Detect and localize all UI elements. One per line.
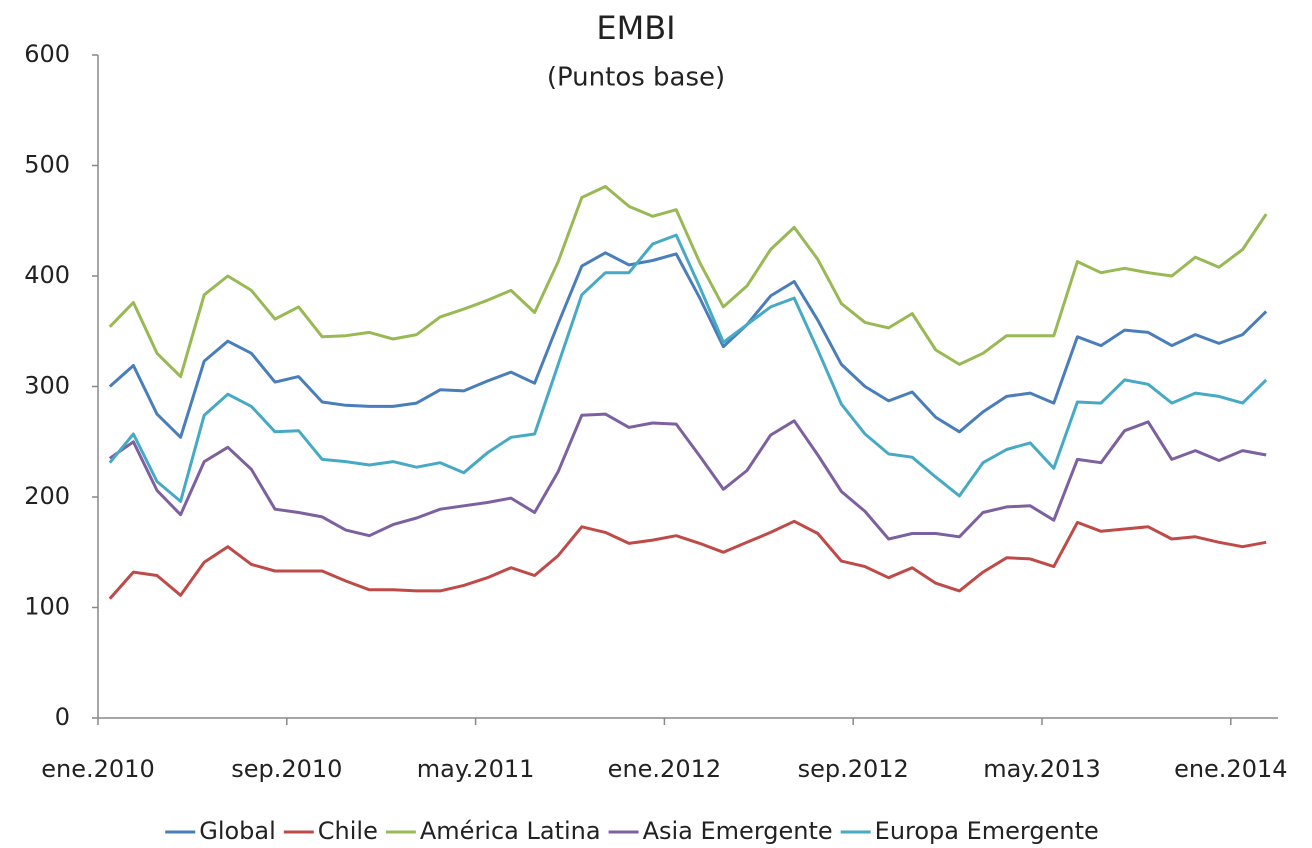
chart-title: EMBI — [596, 9, 675, 47]
x-tick-label: sep.2012 — [798, 755, 909, 783]
x-tick-label: may.2013 — [983, 755, 1101, 783]
legend-label: América Latina — [420, 817, 601, 845]
series-line — [108, 233, 1268, 503]
legend-label: Global — [199, 817, 276, 845]
chart-subtitle: (Puntos base) — [547, 63, 725, 93]
y-tick-label: 500 — [24, 151, 70, 179]
series-line — [108, 519, 1267, 600]
y-tick-label: 600 — [24, 40, 70, 68]
legend-label: Asia Emergente — [643, 817, 833, 845]
y-tick-label: 100 — [24, 593, 70, 621]
y-tick-label: 300 — [24, 372, 70, 400]
x-tick-label: ene.2010 — [41, 755, 154, 783]
y-tick-label: 0 — [55, 703, 70, 731]
y-tick-label: 400 — [24, 261, 70, 289]
series-line — [108, 185, 1268, 379]
x-tick-label: ene.2014 — [1174, 755, 1287, 783]
y-tick-label: 200 — [24, 482, 70, 510]
x-tick-label: sep.2010 — [231, 755, 342, 783]
x-tick-label: ene.2012 — [608, 755, 721, 783]
x-tick-label: may.2011 — [417, 755, 535, 783]
legend-label: Europa Emergente — [875, 817, 1099, 845]
series-line — [108, 251, 1268, 439]
legend-label: Chile — [318, 817, 378, 845]
series-line — [108, 412, 1267, 541]
